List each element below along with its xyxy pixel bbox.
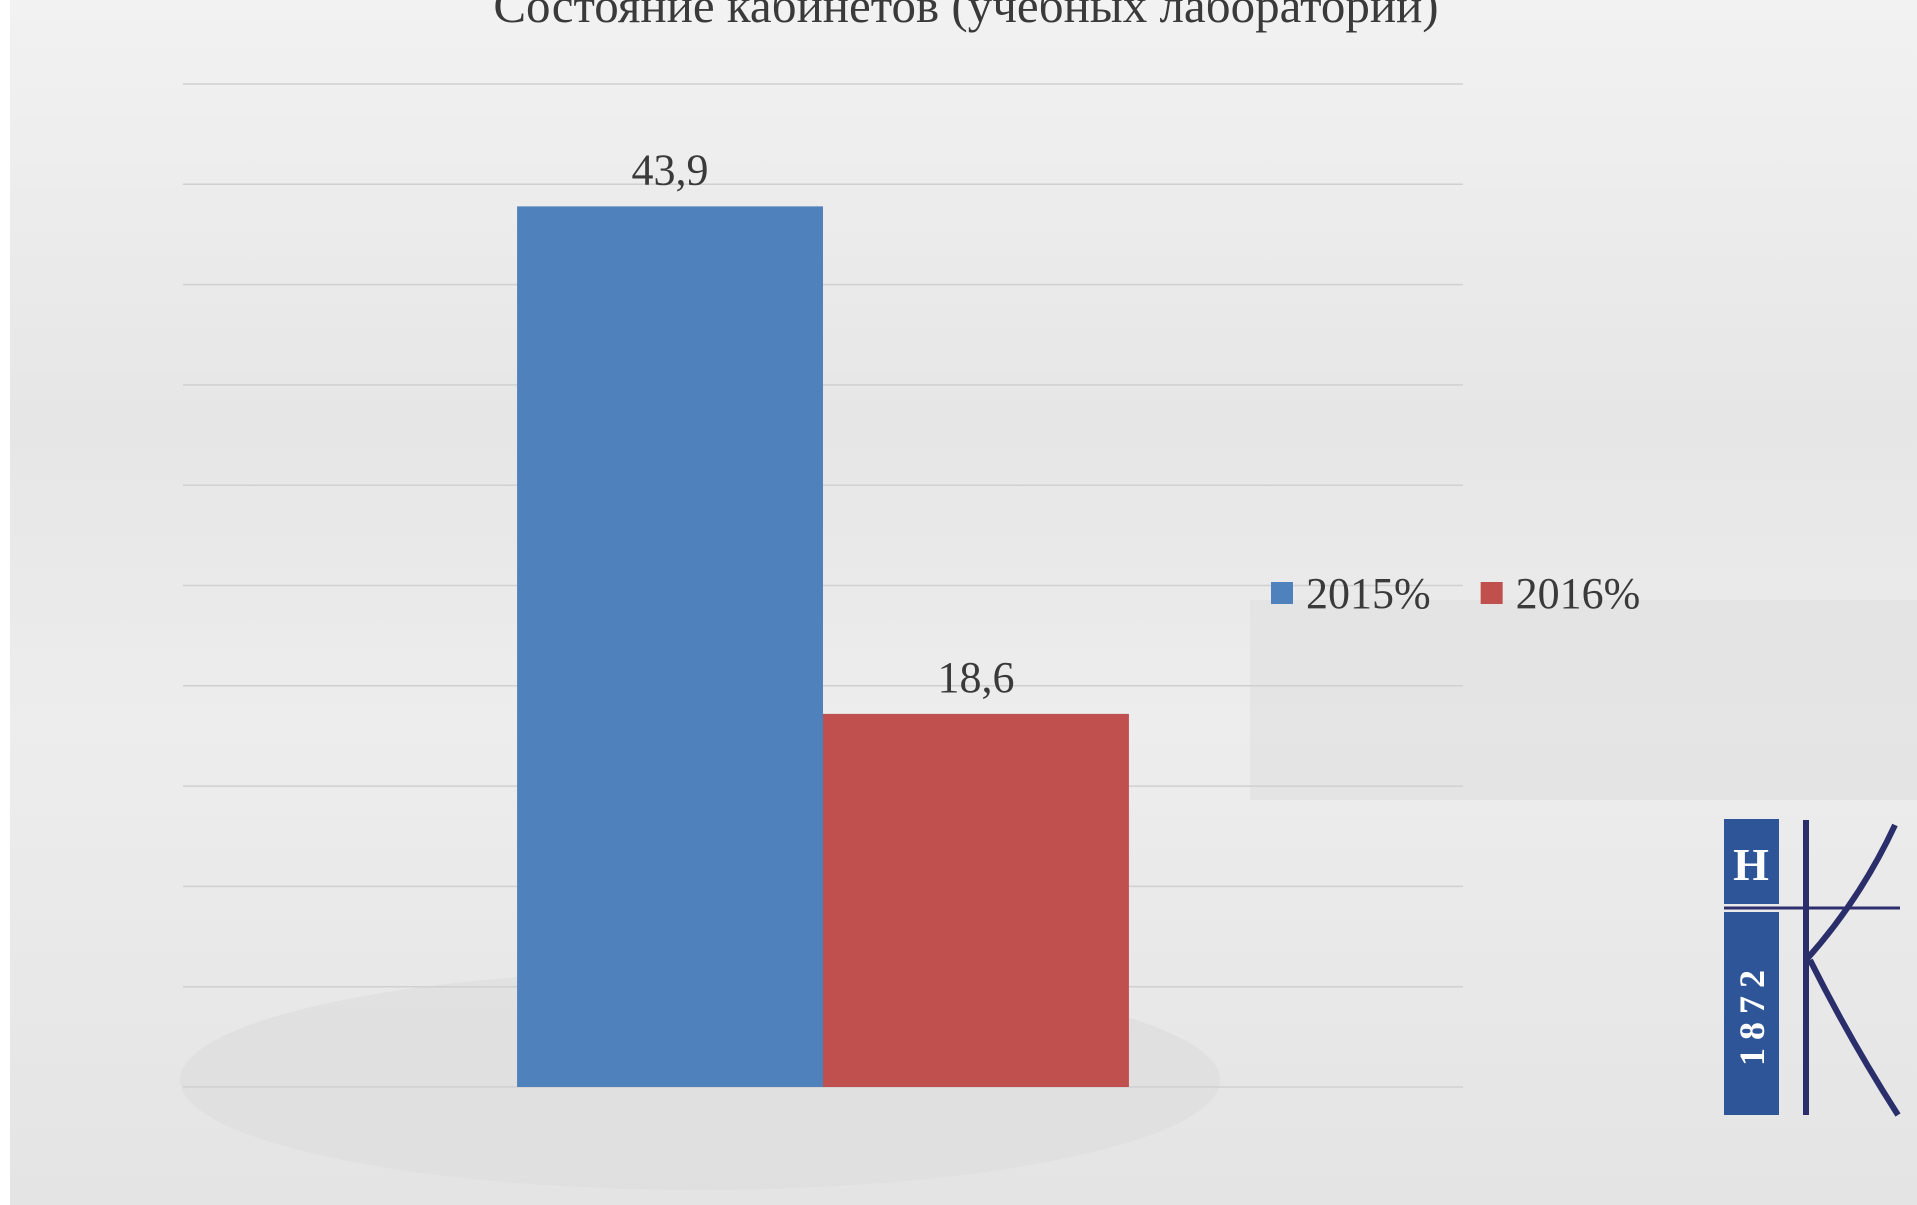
data-label: 18,6 — [937, 653, 1014, 702]
chart-title: Состояние кабинетов (учебных лабораторий… — [493, 0, 1438, 33]
legend-swatch — [1271, 582, 1293, 604]
page: {"chart_data": {"type": "bar", "title": … — [0, 0, 1917, 1205]
legend-label: 2016% — [1516, 569, 1641, 618]
data-label: 43,9 — [632, 145, 709, 194]
background-shape — [1250, 600, 1917, 800]
legend-label: 2015% — [1306, 569, 1431, 618]
chart: Состояние кабинетов (учебных лабораторий… — [0, 0, 1917, 1205]
logo-year: 1872 — [1732, 962, 1772, 1066]
bar — [823, 714, 1129, 1087]
bar — [517, 206, 823, 1087]
edge — [0, 0, 10, 1205]
logo-letter: Н — [1733, 839, 1769, 890]
legend-swatch — [1481, 582, 1503, 604]
